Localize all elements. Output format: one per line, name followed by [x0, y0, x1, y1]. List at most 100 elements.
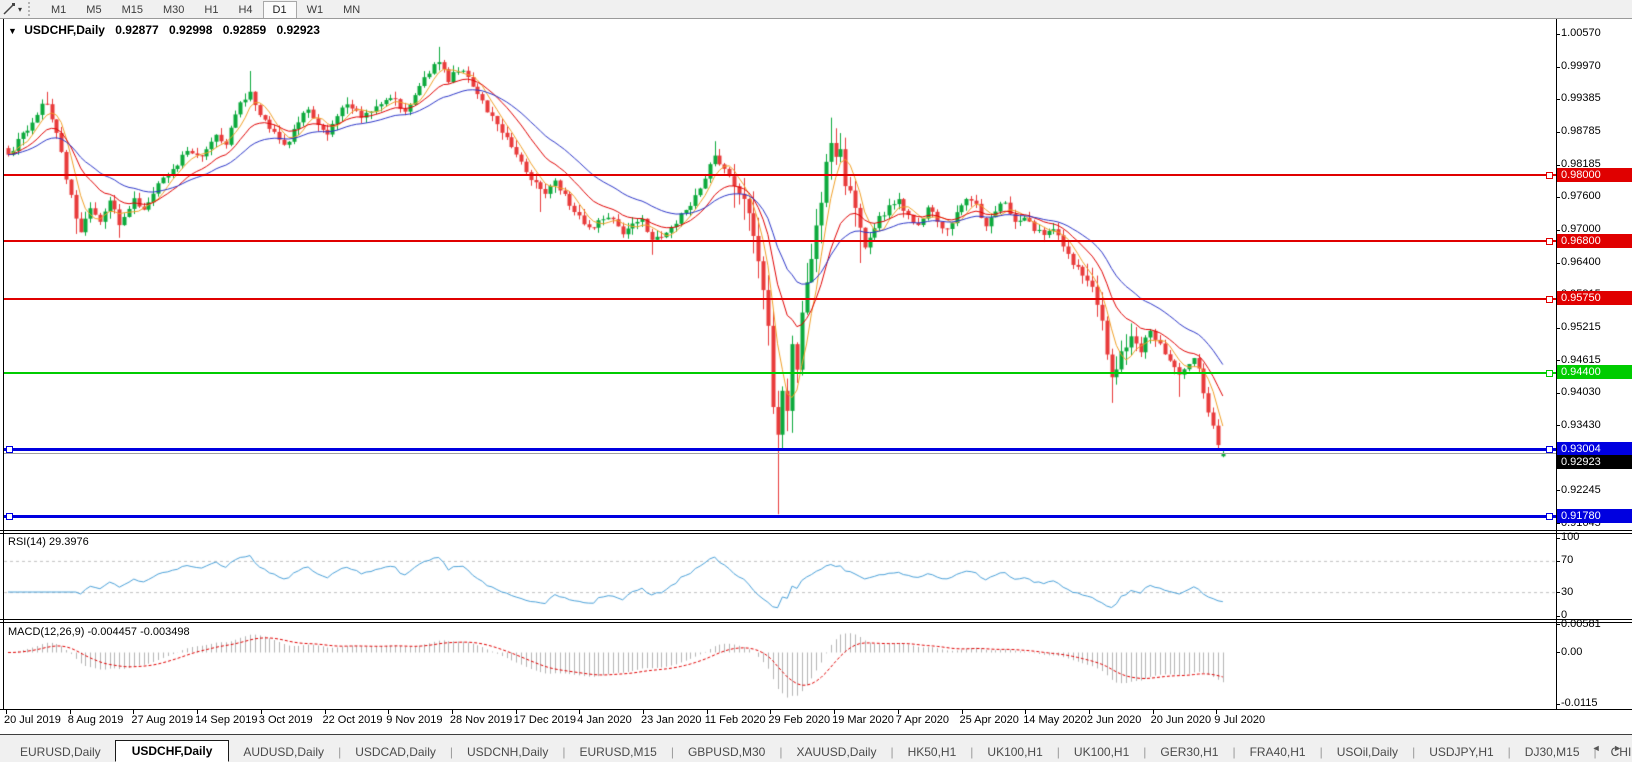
chart-tab-gbpusd-m30[interactable]: GBPUSD,M30: [687, 745, 766, 759]
chart-tab-dj30-m15[interactable]: DJ30,M15: [1524, 745, 1580, 759]
hline-resistance-0.95750[interactable]: [4, 297, 1556, 300]
main-rsi-splitter[interactable]: [0, 530, 1632, 531]
trendline-tool-icon[interactable]: [0, 1, 18, 17]
timeframe-buttons: M1 M5 M15 M30 H1 H4 D1 W1 MN: [41, 0, 370, 19]
axis-tick-mark: [1556, 230, 1560, 231]
tab-separator: |: [449, 745, 453, 759]
hline-resistance-0.98000[interactable]: [4, 174, 1556, 177]
chart-tab-bar: EURUSD,Daily USDCHF,Daily AUDUSD,Daily | USD…: [0, 733, 1632, 762]
time-tick-mark: [1152, 710, 1154, 714]
rsi-label: RSI(14) 29.3976: [8, 536, 89, 548]
price-tick-label: 0.95215: [1561, 321, 1601, 333]
time-tick-mark: [133, 710, 135, 714]
timeframe-button-h1[interactable]: H1: [204, 3, 219, 16]
hline-resistance-0.96800[interactable]: [4, 240, 1556, 243]
chart-tab-usdcad-daily[interactable]: USDCAD,Daily: [355, 745, 436, 759]
time-tick-mark: [451, 710, 453, 714]
chart-tab-usdchf-daily[interactable]: USDCHF,Daily: [114, 740, 230, 762]
hline-support-0.91780[interactable]: [4, 514, 1556, 518]
timeframe-button-m15[interactable]: M15: [121, 3, 143, 16]
date-label: 17 Dec 2019: [513, 714, 576, 726]
hline-handle[interactable]: [1546, 369, 1553, 377]
timeframe-button-m1[interactable]: M1: [51, 3, 67, 16]
time-tick-mark: [6, 710, 7, 714]
chart-tab-hk50-h1[interactable]: HK50,H1: [907, 745, 957, 759]
price-tick-label: 0.96400: [1561, 256, 1601, 268]
timeframe-button-m5[interactable]: M5: [86, 3, 102, 16]
chart-tab-eurusd-m15[interactable]: EURUSD,M15: [579, 745, 657, 759]
hline-support-0.93004[interactable]: [4, 447, 1556, 451]
hline-handle[interactable]: [1546, 513, 1553, 521]
chart-tab-eurusd-daily[interactable]: EURUSD,Daily: [20, 745, 101, 759]
axis-tick-mark: [1556, 523, 1560, 524]
time-tick-mark: [897, 710, 899, 714]
price-level-badge: 0.95750: [1557, 291, 1632, 305]
chart-tab-usoil-daily[interactable]: USOil,Daily: [1336, 745, 1399, 759]
main-rsi-splitter-lower[interactable]: [0, 533, 1632, 534]
tab-scroll-right-icon[interactable]: ►: [1613, 743, 1622, 753]
hline-handle[interactable]: [6, 513, 13, 521]
hline-handle[interactable]: [1546, 446, 1553, 454]
toolbar-grip[interactable]: [28, 2, 35, 16]
axis-tick-mark: [1556, 616, 1560, 617]
window-left-border: [3, 19, 4, 709]
timeframe-button-d1[interactable]: D1: [262, 0, 297, 19]
chart-tab-ger30-h1[interactable]: GER30,H1: [1160, 745, 1219, 759]
date-label: 14 May 2020: [1023, 714, 1087, 726]
price-tick-label: 0.93430: [1561, 418, 1601, 431]
tab-scroll-left-icon[interactable]: ◄: [1591, 743, 1601, 753]
chart-tab-xauusd-daily[interactable]: XAUUSD,Daily: [796, 745, 877, 759]
hline-handle[interactable]: [1546, 238, 1553, 246]
hline-handle[interactable]: [6, 446, 13, 454]
chart-tab-uk100-h1[interactable]: UK100,H1: [987, 745, 1043, 759]
date-label: 8 Aug 2019: [67, 714, 124, 726]
timeframe-button-h4[interactable]: H4: [238, 3, 253, 16]
macd-label: MACD(12,26,9) -0.004457 -0.003498: [8, 626, 190, 638]
date-label: 11 Feb 2020: [704, 714, 766, 726]
toolbar: ▾ M1 M5 M15 M30 H1 H4 D1 W1 MN: [0, 0, 1632, 19]
time-tick-mark: [834, 710, 836, 714]
chart-tab-china300-h4[interactable]: CHINA300,H4: [1610, 745, 1632, 759]
chart-tab-fra40-h1[interactable]: FRA40,H1: [1249, 745, 1306, 759]
chart-tab-uk100-h1[interactable]: UK100,H1: [1073, 745, 1130, 759]
price-tick-label: 0.99970: [1561, 60, 1601, 73]
price-level-badge: 0.92923: [1557, 455, 1632, 469]
timeframe-button-m30[interactable]: M30: [162, 3, 185, 16]
hline-handle[interactable]: [1546, 172, 1553, 180]
price-tick-label: 0.97000: [1561, 223, 1601, 236]
price-level-badge: 0.93004: [1557, 442, 1632, 456]
chart-tab-audusd-daily[interactable]: AUDUSD,Daily: [243, 745, 325, 759]
tab-separator: |: [1593, 745, 1597, 759]
ohlc-close: 0.92923: [276, 23, 320, 37]
date-label: 3 Oct 2019: [258, 714, 313, 726]
tab-separator: |: [562, 745, 566, 759]
hline-support-0.94400[interactable]: [4, 371, 1556, 374]
price-level-badge: 0.94400: [1557, 365, 1632, 379]
timeframe-button-w1[interactable]: W1: [306, 3, 324, 16]
rsi-macd-splitter-lower[interactable]: [0, 622, 1632, 623]
price-tick-label: 0.99385: [1561, 92, 1601, 105]
timeframe-button-mn[interactable]: MN: [343, 3, 361, 16]
price-tick-label: 0.00581: [1561, 617, 1601, 630]
date-label: 28 Nov 2019: [449, 714, 513, 726]
tab-separator: |: [779, 745, 783, 759]
collapse-caret-icon[interactable]: ▼: [8, 26, 17, 36]
axis-tick-mark: [1556, 263, 1560, 264]
axis-tick-mark: [1556, 67, 1560, 68]
date-label: 14 Sep 2019: [195, 714, 258, 726]
hline-handle[interactable]: [1546, 295, 1553, 303]
price-tick-label: 0.00: [1561, 645, 1583, 658]
tab-separator: |: [890, 745, 894, 759]
dropdown-caret-icon[interactable]: ▾: [18, 4, 23, 14]
price-tick-label: -0.0115: [1561, 697, 1598, 709]
price-level-badge: 0.91780: [1557, 509, 1632, 523]
axis-tick-mark: [1556, 652, 1560, 653]
chart-tab-usdcnh-daily[interactable]: USDCNH,Daily: [467, 745, 549, 759]
time-tick-mark: [1088, 710, 1090, 714]
chart-window: ▼ USDCHF,Daily 0.92877 0.92998 0.92859 0…: [0, 18, 1632, 734]
chart-tab-usdjpy-h1[interactable]: USDJPY,H1: [1429, 745, 1494, 759]
price-chart-canvas[interactable]: [0, 19, 1632, 709]
rsi-macd-splitter[interactable]: [0, 619, 1632, 620]
ohlc-high: 0.92998: [169, 23, 213, 37]
tab-separator: |: [1507, 745, 1511, 759]
